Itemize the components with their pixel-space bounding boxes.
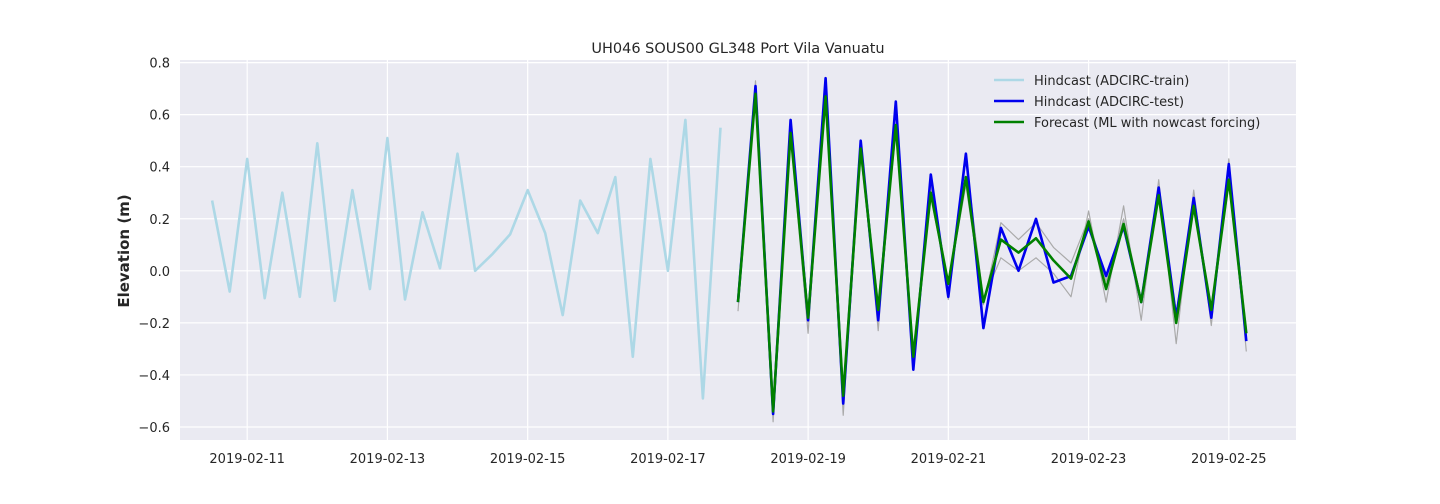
series-line-forecast-ml-with-nowcast-forcing bbox=[736, 92, 1248, 413]
y-tick-label: 0.0 bbox=[149, 265, 170, 280]
grid-lines bbox=[180, 60, 1296, 440]
legend-label: Hindcast (ADCIRC-train) bbox=[1034, 74, 1189, 89]
axis-ticks: 2019-02-11 2019-02-13 2019-02-15 2019-02-17… bbox=[138, 57, 1266, 467]
x-tick-label: 2019-02-21 bbox=[911, 452, 987, 467]
chart-title: UH046 SOUS00 GL348 Port Vila Vanuatu bbox=[591, 41, 884, 57]
y-tick-label: 0.4 bbox=[149, 161, 170, 176]
x-tick-label: 2019-02-25 bbox=[1191, 452, 1267, 467]
y-tick-label: −0.4 bbox=[138, 369, 170, 384]
legend-label: Hindcast (ADCIRC-test) bbox=[1034, 95, 1184, 110]
series-line-hindcast-adcirc-train bbox=[210, 118, 722, 400]
y-tick-label: 0.6 bbox=[149, 109, 170, 124]
legend: Hindcast (ADCIRC-train) Hindcast (ADCIRC-… bbox=[994, 74, 1260, 131]
y-tick-label: −0.2 bbox=[138, 317, 170, 332]
y-axis-label: Elevation (m) bbox=[115, 194, 133, 307]
x-tick-label: 2019-02-11 bbox=[209, 452, 285, 467]
y-tick-label: −0.6 bbox=[138, 421, 170, 436]
legend-label: Forecast (ML with nowcast forcing) bbox=[1034, 116, 1260, 131]
y-tick-label: 0.2 bbox=[149, 213, 170, 228]
x-tick-label: 2019-02-15 bbox=[490, 452, 566, 467]
series-layer bbox=[210, 76, 1248, 423]
plot-background bbox=[180, 60, 1296, 440]
x-tick-label: 2019-02-13 bbox=[350, 452, 426, 467]
x-tick-label: 2019-02-23 bbox=[1051, 452, 1127, 467]
x-tick-label: 2019-02-19 bbox=[770, 452, 846, 467]
x-tick-label: 2019-02-17 bbox=[630, 452, 706, 467]
y-tick-label: 0.8 bbox=[149, 57, 170, 72]
